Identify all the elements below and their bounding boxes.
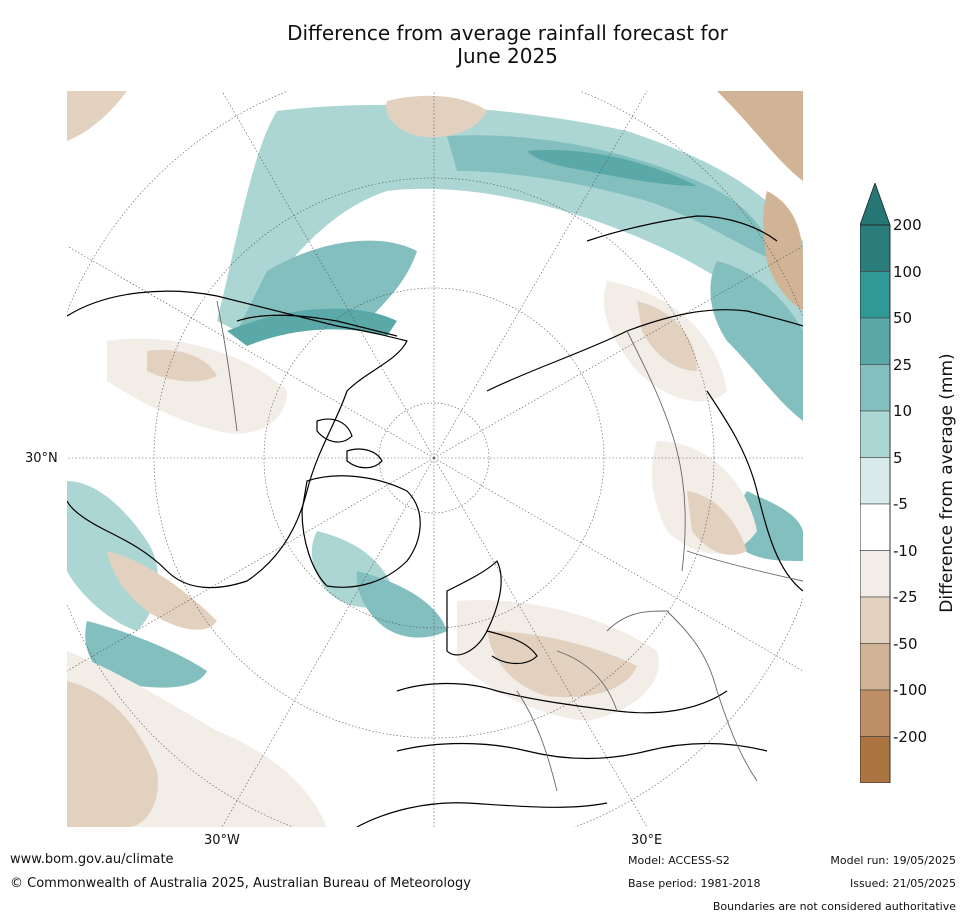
rainfall-map: [67, 91, 803, 827]
coast-scandinavia: [446, 560, 502, 656]
colorbar-bin-25: [860, 364, 891, 412]
tick-label-30n: 30°N: [25, 451, 58, 466]
dry-area-pacific-patch: [386, 95, 487, 138]
colorbar-bin--100: [860, 689, 891, 737]
wet-area-gulf-east: [735, 491, 803, 561]
dry-area-southwest-core: [67, 681, 158, 827]
coast-siberia: [486, 309, 803, 392]
footer-copyright: © Commonwealth of Australia 2025, Austra…: [10, 876, 471, 891]
colorbar-tick-label: -25: [893, 588, 918, 606]
colorbar-bin--10: [860, 550, 891, 598]
colorbar-tick-label: -10: [893, 541, 918, 560]
coast-north-america: [67, 290, 408, 589]
dry-anomaly-areas: [67, 91, 803, 827]
coastlines: [67, 215, 803, 827]
footer-base-period: Base period: 1981-2018: [628, 877, 761, 890]
colorbar-tick-label: 10: [893, 402, 913, 420]
dry-area-eastern-europe: [487, 631, 637, 698]
coast-canadian-archipelago: [316, 418, 353, 443]
map-canvas: [67, 91, 803, 827]
footer-model-run: Model run: 19/05/2025: [830, 854, 956, 867]
coast-asia-east: [706, 390, 803, 592]
colorbar-extend-over: [860, 183, 891, 226]
dry-area-northwest-corner: [67, 91, 127, 141]
colorbar-title: Difference from average (mm): [937, 353, 957, 613]
colorbar-frame: [860, 224, 891, 783]
coast-kamchatka: [586, 215, 778, 242]
colorbar-tick-label: -100: [893, 681, 928, 699]
dry-area-north-america: [107, 338, 287, 434]
colorbar-bin--50: [860, 643, 891, 691]
coast-europe: [396, 682, 728, 714]
dry-area-siberia-inner: [637, 301, 697, 371]
colorbar-bin-10: [860, 410, 891, 458]
dry-area-kazakhstan: [687, 491, 747, 555]
footer-boundaries-note: Boundaries are not considered authoritat…: [712, 900, 956, 913]
coast-north-africa: [356, 802, 608, 827]
tick-label-30w: 30°W: [204, 833, 240, 848]
colorbar-bin--5: [860, 503, 891, 551]
colorbar-tick-label: -50: [893, 634, 918, 653]
colorbar-bin--200: [860, 736, 891, 783]
colorbar-bin--25: [860, 596, 891, 644]
wet-anomaly-areas: [67, 104, 803, 688]
dry-area-mid-atlantic: [107, 551, 217, 630]
colorbar: [860, 183, 891, 783]
colorbar-tick-label: 200: [893, 216, 922, 234]
coast-baltic: [486, 630, 538, 665]
colorbar-bin-200: [860, 224, 891, 272]
dry-area-eastern-edge: [763, 191, 803, 311]
colorbar-tick-label: 100: [893, 262, 922, 281]
wet-area-atlantic-mid: [85, 621, 207, 688]
wet-area-norwegian-sea: [356, 571, 447, 638]
footer-model: Model: ACCESS-S2: [628, 854, 730, 867]
wet-area-aleutian: [237, 240, 417, 331]
colorbar-tick-label: -5: [893, 495, 908, 513]
chart-title-line2: June 2025: [457, 44, 558, 68]
dry-area-northeast-corner: [717, 91, 803, 181]
coast-arctic-islands: [346, 448, 383, 469]
colorbar-tick-label: -200: [893, 727, 928, 746]
colorbar-bin-100: [860, 271, 891, 319]
coast-mediterranean: [396, 742, 768, 760]
coast-alaska: [236, 314, 398, 337]
chart-title: Difference from average rainfall forecas…: [230, 22, 785, 68]
national-boundaries: [216, 300, 803, 792]
footer-issued: Issued: 21/05/2025: [849, 877, 956, 890]
footer-website: www.bom.gov.au/climate: [10, 852, 174, 867]
colorbar-tick-label: 50: [893, 309, 913, 327]
colorbar-bin-5: [860, 457, 891, 505]
coast-greenland: [301, 475, 421, 588]
colorbar-tick-label: 25: [893, 355, 913, 374]
dry-area-canada-patch: [147, 349, 217, 382]
graticule: [67, 91, 803, 827]
wet-area-arctic-rim: [227, 308, 397, 346]
chart-title-line1: Difference from average rainfall forecas…: [287, 21, 728, 45]
colorbar-tick-label: 5: [893, 448, 903, 467]
wet-area-pacific-inner: [527, 150, 697, 186]
wet-area-northeast-pacific: [710, 261, 803, 421]
wet-area-north-pacific: [217, 104, 803, 341]
colorbar-bin-50: [860, 317, 891, 365]
tick-label-30e: 30°E: [631, 833, 663, 848]
wet-area-pacific-core: [447, 135, 777, 261]
